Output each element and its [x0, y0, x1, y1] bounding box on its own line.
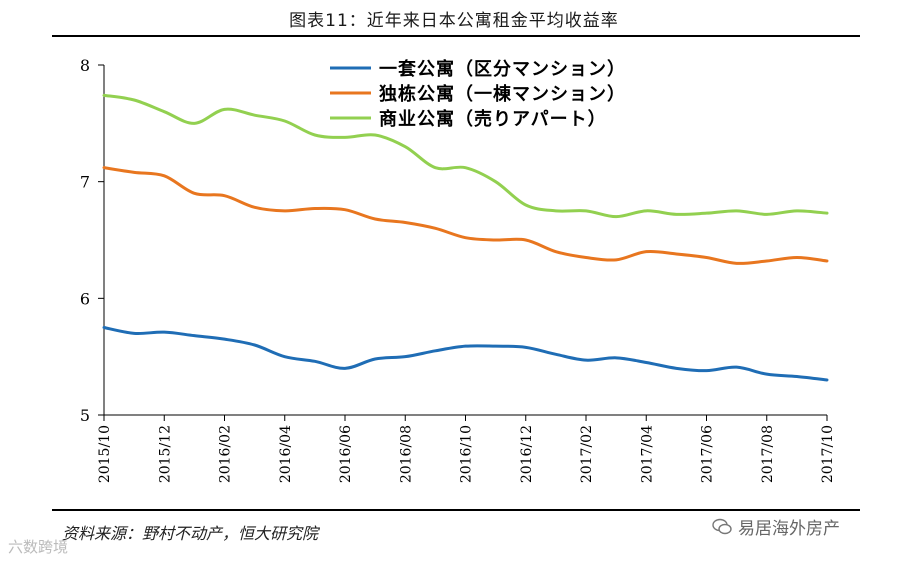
y-tick-label: 7 — [80, 173, 90, 192]
series-line-1 — [102, 326, 829, 382]
x-tick-label: 2016/10 — [459, 425, 475, 483]
top-rule — [52, 35, 860, 37]
x-tick-label: 2017/10 — [820, 425, 836, 483]
source-note: 资料来源：野村不动产，恒大研究院 — [62, 524, 319, 543]
series-line-3 — [102, 93, 829, 219]
legend-label-3: 商业公寓（売りアパート） — [379, 108, 607, 130]
chart-title: 图表11：近年来日本公寓租金平均收益率 — [289, 11, 619, 31]
x-tick-label: 2017/06 — [700, 425, 716, 483]
legend: 一套公寓（区分マンション） 独栋公寓（一棟マンション） 商业公寓（売りアパート） — [330, 58, 626, 130]
x-tick-label: 2016/04 — [278, 425, 294, 483]
x-tick-label: 2016/06 — [338, 425, 354, 483]
wechat-icon — [712, 518, 732, 534]
legend-label-1: 一套公寓（区分マンション） — [379, 58, 626, 80]
watermark-left: 六数跨境 — [8, 538, 69, 556]
x-tick-label: 2017/02 — [579, 425, 595, 483]
x-tick-label: 2017/08 — [760, 425, 776, 483]
x-tick-label: 2015/12 — [157, 425, 173, 483]
bottom-rule — [52, 509, 860, 511]
y-tick-label: 5 — [80, 406, 90, 425]
y-tick-label: 6 — [80, 289, 90, 308]
watermark-right-text: 易居海外房产 — [738, 519, 840, 539]
series-lines — [102, 93, 829, 382]
watermark-right: 易居海外房产 — [712, 514, 840, 539]
axes: 5 6 7 8 2015/10 2015/12 2016/02 2016/04 2016/06 2… — [80, 56, 836, 483]
x-tick-label: 2016/02 — [218, 425, 234, 483]
legend-label-2: 独栋公寓（一棟マンション） — [379, 83, 626, 105]
x-tick-label: 2017/04 — [639, 425, 655, 483]
x-tick-label: 2015/10 — [97, 425, 113, 483]
series-line-2 — [102, 166, 829, 265]
y-tick-label: 8 — [80, 56, 90, 75]
x-tick-label: 2016/08 — [398, 425, 414, 483]
x-tick-label: 2016/12 — [519, 425, 535, 483]
